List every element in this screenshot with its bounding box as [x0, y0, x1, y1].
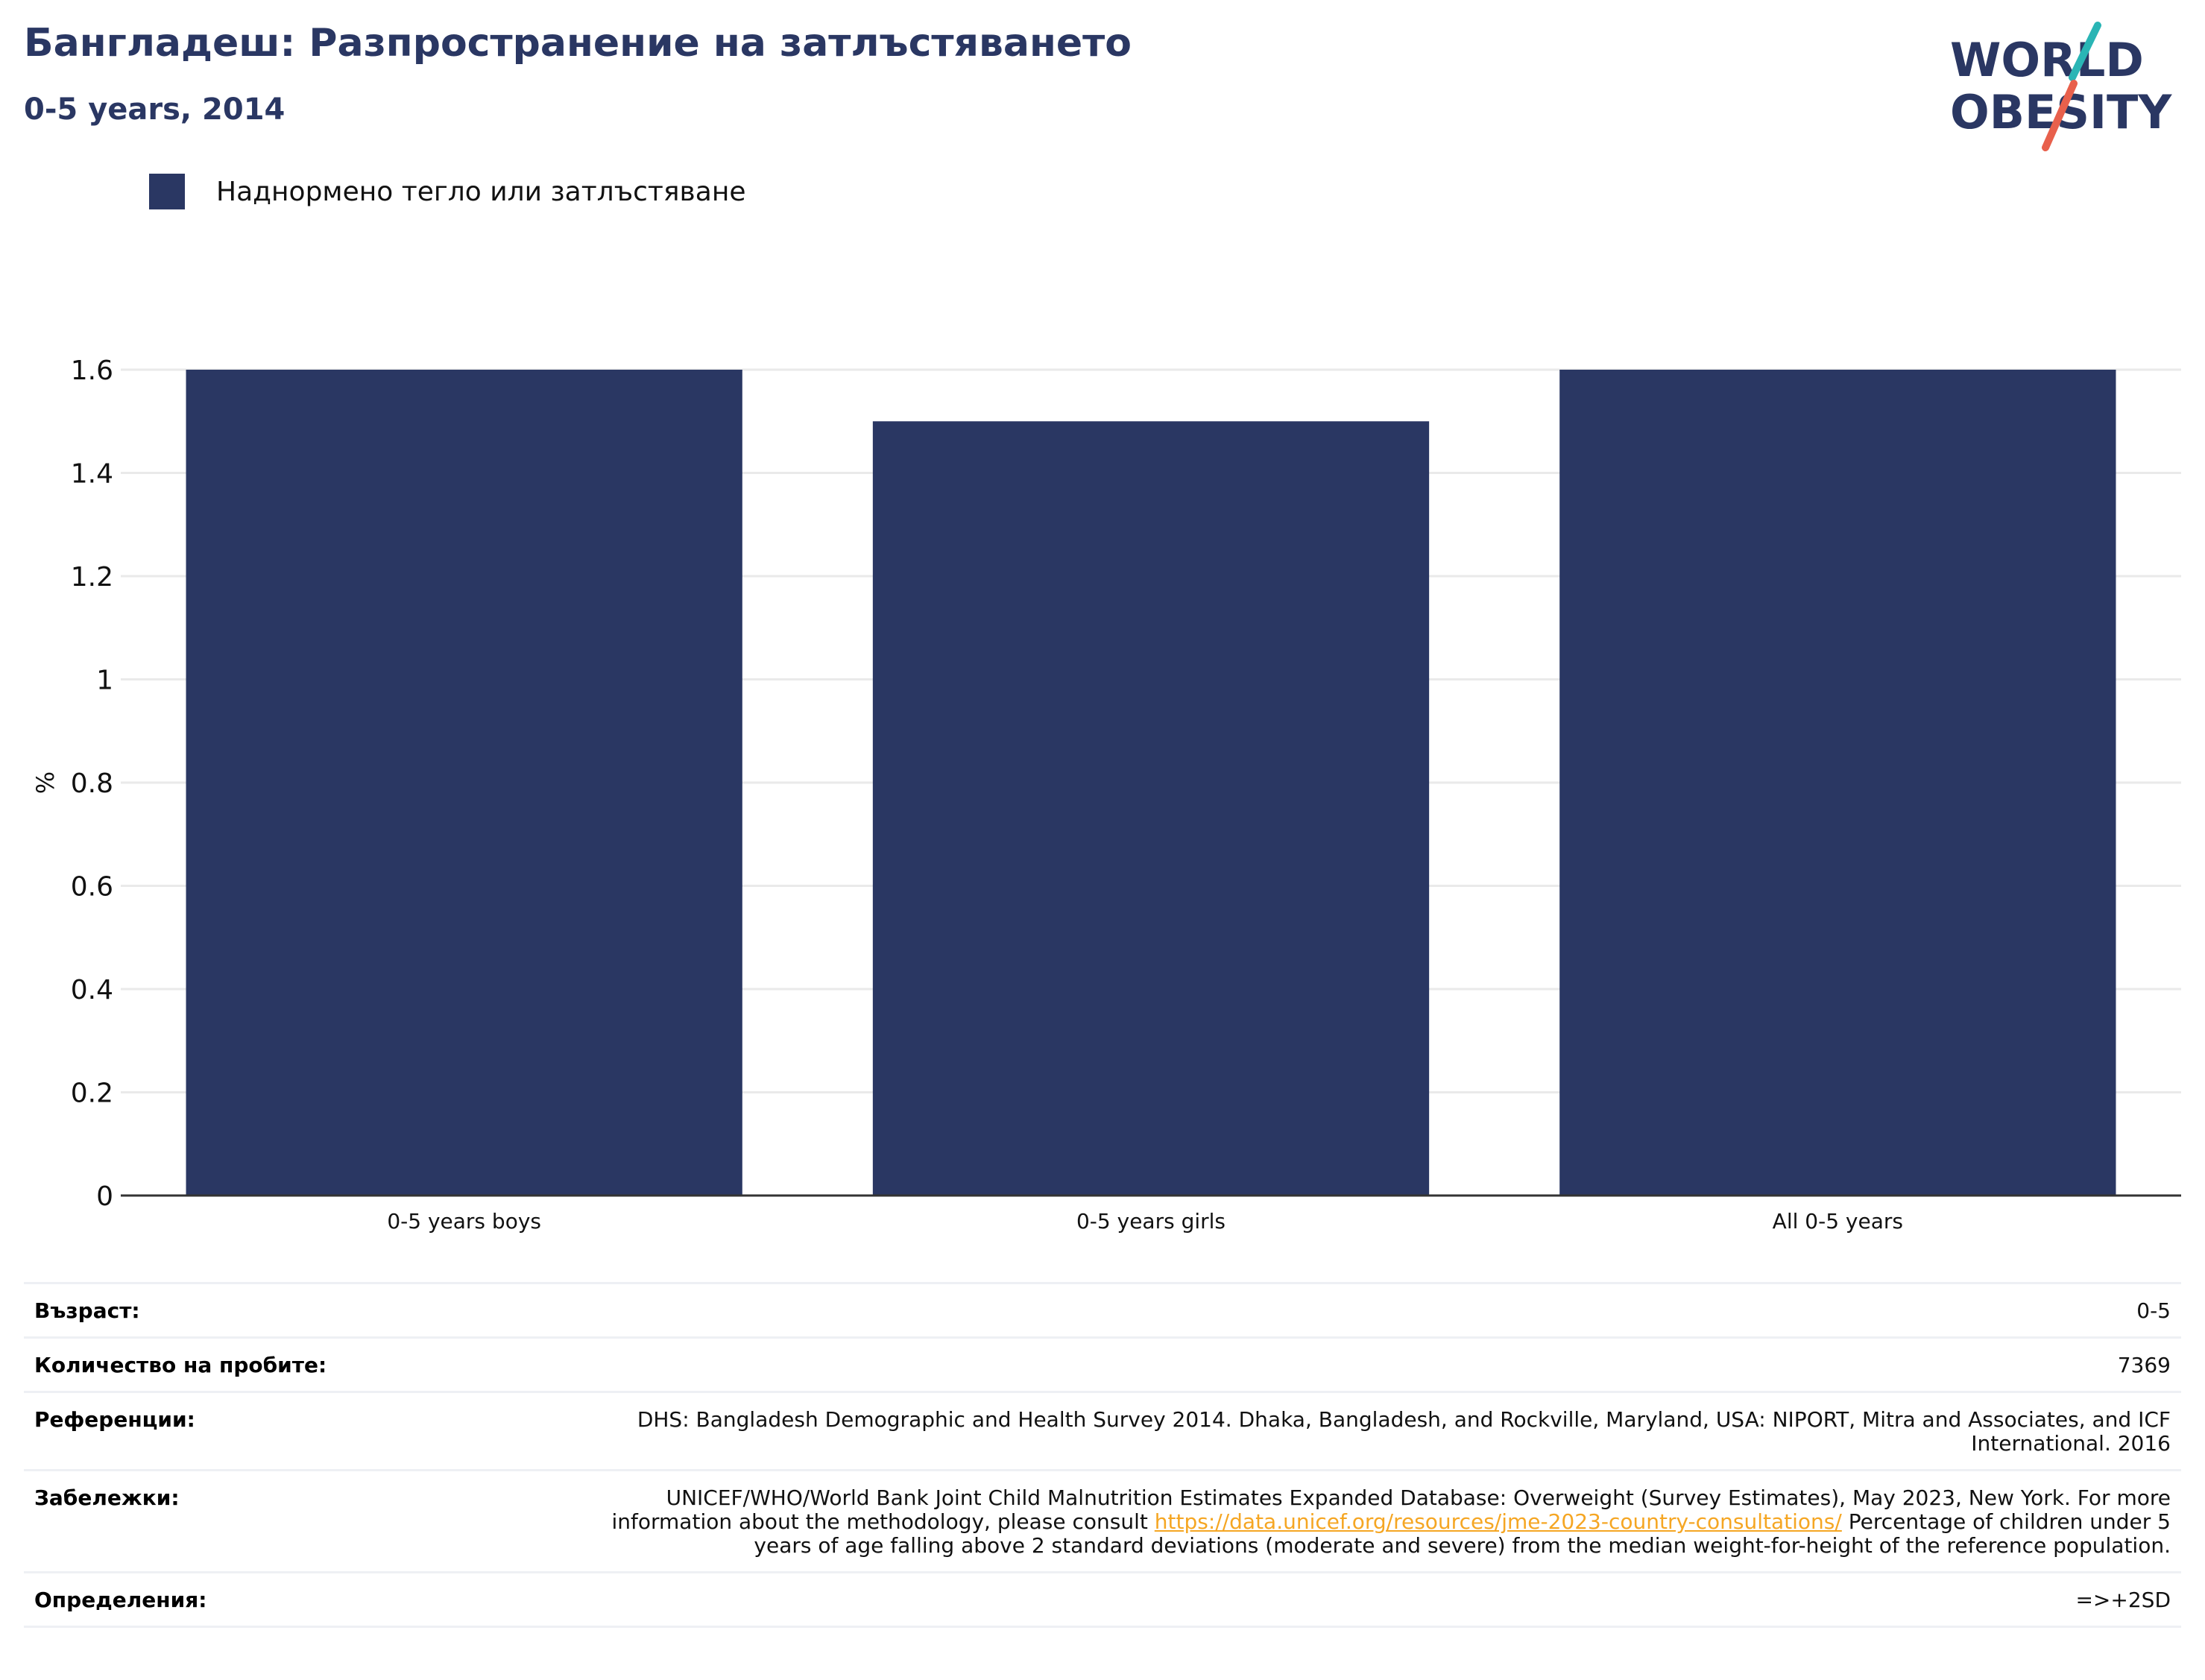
definitions-value: =>+2SD — [2075, 1588, 2171, 1612]
info-row-age: Възраст: 0-5 — [24, 1284, 2181, 1339]
info-row-notes: Забележки: UNICEF/WHO/World Bank Joint C… — [24, 1471, 2181, 1573]
info-table: Възраст: 0-5 Количество на пробите: 7369… — [24, 1282, 2181, 1628]
y-tick-label: 1.2 — [71, 562, 113, 593]
info-row-definitions: Определения: =>+2SD — [24, 1573, 2181, 1628]
bar-chart: 0 0.2 0.4 0.6 0.8 1 1.2 1.4 1.6 0-5 years boys 0-5… — [31, 356, 2181, 1234]
info-row-sample: Количество на пробите: 7369 — [24, 1339, 2181, 1393]
notes-text-after: Percentage of children under 5 years of … — [754, 1509, 2171, 1558]
y-tick-label: 0.6 — [71, 872, 113, 903]
logo-line1: WORLD — [1950, 33, 2144, 87]
world-obesity-logo[interactable]: WORLD OBESITY — [1938, 15, 2192, 164]
notes-value: UNICEF/WHO/World Bank Joint Child Malnut… — [553, 1486, 2171, 1558]
sample-value: 7369 — [2117, 1353, 2171, 1377]
references-value: DHS: Bangladesh Demographic and Health S… — [637, 1407, 2171, 1456]
y-tick-label: 1.4 — [71, 459, 113, 490]
bar — [872, 421, 1430, 1196]
references-label: Референции: — [34, 1407, 195, 1432]
x-tick-label: 0-5 years girls — [1076, 1209, 1225, 1234]
info-row-references: Референции: DHS: Bangladesh Demographic … — [24, 1393, 2181, 1471]
logo-slash-teal — [2069, 22, 2101, 81]
y-axis-title: % — [31, 771, 60, 794]
legend[interactable]: Наднормено тегло или затлъстяване — [149, 173, 746, 210]
bar — [186, 370, 742, 1196]
notes-link[interactable]: https://data.unicef.org/resources/jme-20… — [1154, 1509, 1842, 1534]
legend-swatch — [149, 174, 185, 209]
y-tick-label: 1.6 — [71, 356, 113, 386]
sample-label: Количество на пробите: — [34, 1353, 327, 1377]
age-label: Възраст: — [34, 1298, 140, 1323]
notes-text-before: UNICEF/WHO/World Bank Joint Child Malnut… — [611, 1485, 2171, 1534]
y-tick-label: 0.2 — [71, 1079, 113, 1109]
notes-label: Забележки: — [34, 1485, 180, 1510]
age-value: 0-5 — [2136, 1298, 2171, 1323]
chart-title: Бангладеш: Разпространение на затлъстява… — [24, 21, 1132, 66]
chart-subtitle: 0-5 years, 2014 — [24, 92, 286, 127]
y-tick-label: 1 — [96, 666, 113, 696]
logo-slash-coral — [2042, 80, 2078, 151]
y-tick-label: 0.4 — [71, 975, 113, 1005]
axes: 0 0.2 0.4 0.6 0.8 1 1.2 1.4 1.6 0-5 years boys 0-5… — [31, 356, 2181, 1234]
x-tick-label: All 0-5 years — [1773, 1209, 1903, 1234]
bars — [186, 370, 2116, 1196]
definitions-label: Определения: — [34, 1588, 207, 1612]
legend-label: Наднормено тегло или затлъстяване — [216, 176, 746, 207]
bar — [1559, 370, 2116, 1196]
x-tick-label: 0-5 years boys — [387, 1209, 541, 1234]
y-tick-label: 0 — [96, 1181, 113, 1212]
y-tick-label: 0.8 — [71, 768, 113, 799]
